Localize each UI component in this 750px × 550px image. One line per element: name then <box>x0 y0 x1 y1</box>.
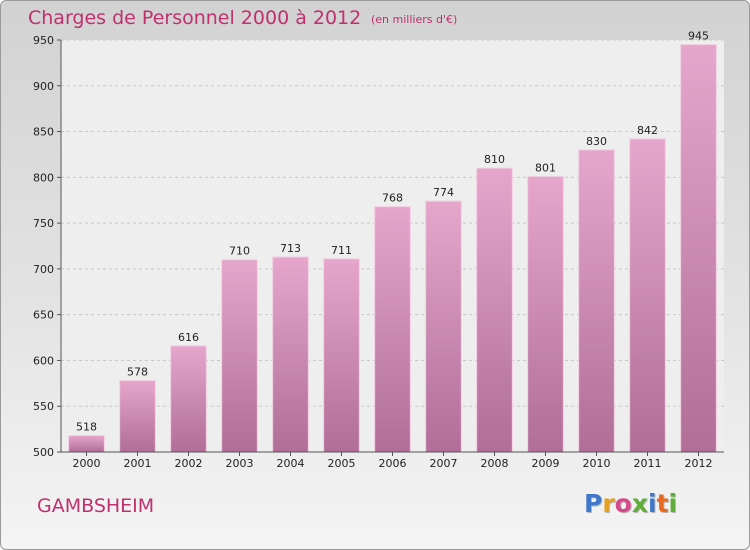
data-label-2005: 711 <box>331 244 352 257</box>
x-tick-label-2004: 2004 <box>277 457 305 470</box>
data-label-2006: 768 <box>382 192 403 205</box>
y-tick-label: 900 <box>33 80 54 93</box>
y-tick-label: 650 <box>33 309 54 322</box>
data-label-2000: 518 <box>76 421 97 434</box>
x-tick-label-2012: 2012 <box>685 457 713 470</box>
y-tick-label: 750 <box>33 217 54 230</box>
bar-2000 <box>68 435 105 453</box>
city-name: GAMBSHEIM <box>37 495 155 517</box>
y-tick-label: 950 <box>33 34 54 47</box>
bar-2001 <box>119 380 156 453</box>
y-tick-label: 500 <box>33 446 54 459</box>
y-axis: 500 550 600 650 700 750 800 850 900 950 <box>33 34 62 459</box>
data-label-2012: 945 <box>688 30 709 43</box>
x-axis: 2000 2001 2002 2003 2004 2005 2006 2007 2008 2009… <box>61 451 724 470</box>
bar-2006 <box>374 206 411 453</box>
x-tick-label-2009: 2009 <box>532 457 560 470</box>
x-tick-label-2006: 2006 <box>379 457 407 470</box>
data-label-2010: 830 <box>586 135 607 148</box>
x-tick-label-2001: 2001 <box>124 457 152 470</box>
chart-subtitle: (en milliers d'€) <box>371 13 458 26</box>
x-tick-label-2008: 2008 <box>481 457 509 470</box>
x-tick-label-2003: 2003 <box>226 457 254 470</box>
bar-2005 <box>323 258 360 453</box>
data-label-2011: 842 <box>637 124 658 137</box>
data-label-2007: 774 <box>433 186 454 199</box>
x-tick-label-2000: 2000 <box>73 457 101 470</box>
bar-2003 <box>221 259 258 453</box>
data-label-2003: 710 <box>229 245 250 258</box>
proxiti-logo: Proxiti <box>584 489 678 518</box>
y-tick-label: 800 <box>33 171 54 184</box>
data-label-2009: 801 <box>535 161 556 174</box>
x-tick-label-2010: 2010 <box>583 457 611 470</box>
data-label-2001: 578 <box>127 366 148 379</box>
bars-group: 518 578 616 710 713 711 768 774 810 801 830 842 945 <box>68 30 717 453</box>
data-label-2002: 616 <box>178 331 199 344</box>
bar-2012 <box>680 44 717 453</box>
x-tick-label-2005: 2005 <box>328 457 356 470</box>
x-tick-label-2002: 2002 <box>175 457 203 470</box>
y-tick-label: 550 <box>33 400 54 413</box>
bar-2002 <box>170 345 207 453</box>
x-tick-label-2011: 2011 <box>634 457 662 470</box>
bar-2004 <box>272 256 309 453</box>
bar-2007 <box>425 200 462 453</box>
y-tick-label: 850 <box>33 126 54 139</box>
bar-2010 <box>578 149 615 453</box>
bar-2009 <box>527 175 564 453</box>
data-label-2004: 713 <box>280 242 301 255</box>
bar-2011 <box>629 138 666 453</box>
y-tick-label: 700 <box>33 263 54 276</box>
data-label-2008: 810 <box>484 153 505 166</box>
x-tick-label-2007: 2007 <box>430 457 458 470</box>
chart-title: Charges de Personnel 2000 à 2012 <box>28 7 362 29</box>
y-tick-label: 600 <box>33 354 54 367</box>
bar-2008 <box>476 167 513 453</box>
